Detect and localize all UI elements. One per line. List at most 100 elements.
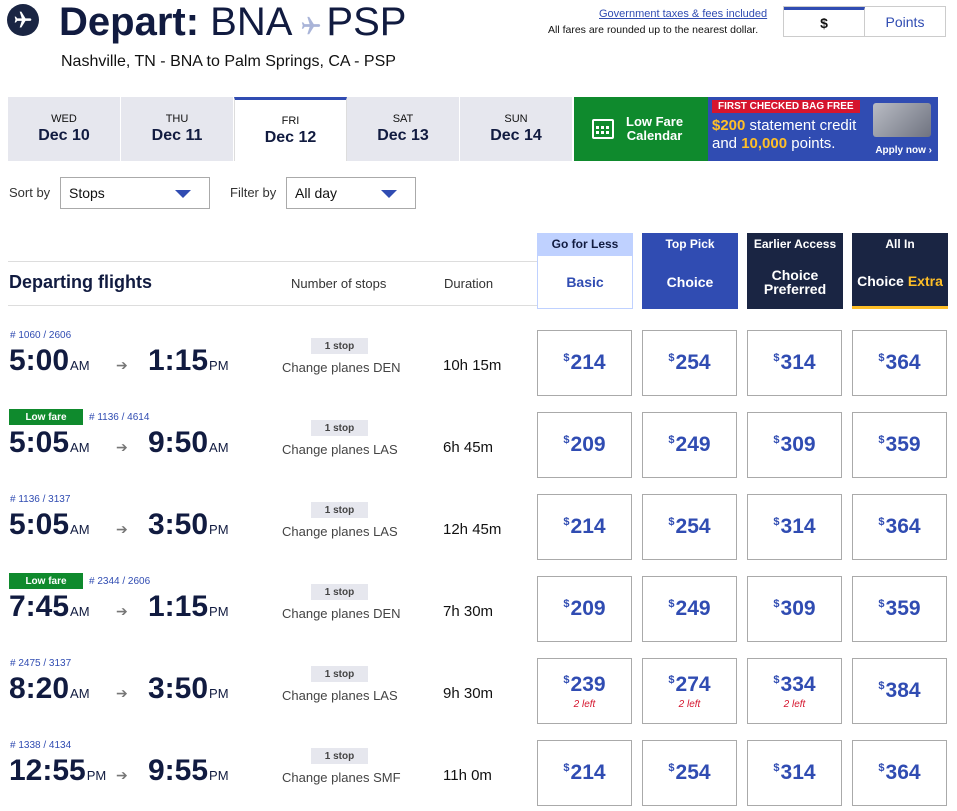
credit-card-promo-banner[interactable]: FIRST CHECKED BAG FREE $200 statement cr…	[708, 97, 938, 161]
fare-price-button[interactable]: $314	[747, 330, 842, 396]
flight-duration: 12h 45m	[443, 521, 502, 538]
fare-price-button[interactable]: $214	[537, 740, 632, 806]
stops-badge[interactable]: 1 stop	[311, 502, 368, 518]
fares-note: All fares are rounded up to the nearest …	[548, 24, 759, 36]
stops-badge[interactable]: 1 stop	[311, 748, 368, 764]
fare-price-button[interactable]: $314	[747, 494, 842, 560]
fare-price-button[interactable]: $214	[537, 330, 632, 396]
low-fare-calendar-button[interactable]: Low Fare Calendar	[574, 97, 708, 161]
taxes-fees-link[interactable]: Government taxes & fees included	[599, 8, 768, 20]
date-tab-fri[interactable]: FRI Dec 12	[234, 97, 347, 161]
chevron-down-icon	[175, 190, 191, 198]
date-tab-dow: SUN	[504, 113, 528, 125]
fare-price-button[interactable]: $274 2 left	[642, 658, 737, 724]
fare-price: $364	[878, 515, 921, 538]
fare-price: $334	[773, 672, 816, 696]
stops-badge[interactable]: 1 stop	[311, 338, 368, 354]
flight-number-link[interactable]: # 2344 / 2606	[89, 576, 151, 587]
fare-price-button[interactable]: $364	[852, 740, 947, 806]
fare-price-button[interactable]: $364	[852, 330, 947, 396]
flight-number-link[interactable]: # 1136 / 3137	[10, 494, 71, 505]
fare-price-button[interactable]: $384	[852, 658, 947, 724]
flight-row: # 1060 / 2606 5:00AM ➔ 1:15PM 1 stop Change p…	[0, 322, 957, 404]
fare-price: $364	[878, 761, 921, 784]
fare-price-button[interactable]: $334 2 left	[747, 658, 842, 724]
flight-number-link[interactable]: # 1338 / 4134	[10, 740, 72, 751]
fare-price-button[interactable]: $359	[852, 412, 947, 478]
flight-duration: 9h 30m	[443, 685, 494, 702]
date-tab-day: Dec 11	[151, 127, 203, 144]
arrival-time: 1:15PM	[148, 344, 229, 377]
fare-header-choice: Top Pick Choice	[642, 233, 738, 309]
flight-duration: 6h 45m	[443, 439, 494, 456]
stops-column-header: Number of stops	[291, 276, 387, 291]
fare-price-button[interactable]: $209	[537, 576, 632, 642]
fare-price: $314	[773, 351, 816, 374]
low-fare-badge: Low fare	[9, 573, 83, 589]
flight-number-link[interactable]: # 1136 / 4614	[89, 412, 150, 423]
date-tab-wed[interactable]: WED Dec 10	[8, 97, 121, 161]
filter-select[interactable]: All day	[286, 177, 416, 209]
sort-select[interactable]: Stops	[60, 177, 210, 209]
departure-time: 5:00AM	[9, 344, 90, 377]
flight-number-link[interactable]: # 2475 / 3137	[10, 658, 72, 669]
fare-price: $274	[668, 672, 711, 696]
page-title: Depart: BNA PSP	[59, 0, 406, 49]
fare-price-button[interactable]: $239 2 left	[537, 658, 632, 724]
fare-price: $309	[773, 597, 816, 620]
fare-price-button[interactable]: $309	[747, 576, 842, 642]
origin-code: BNA	[210, 0, 293, 44]
change-planes-text: Change planes LAS	[282, 442, 398, 457]
fare-price-button[interactable]: $364	[852, 494, 947, 560]
flight-row: Low fare # 2344 / 2606 7:45AM ➔ 1:15PM 1 stop…	[0, 568, 957, 650]
fare-price-button[interactable]: $309	[747, 412, 842, 478]
arrow-right-icon: ➔	[116, 767, 128, 783]
chevron-down-icon	[381, 190, 397, 198]
fare-price-button[interactable]: $214	[537, 494, 632, 560]
fare-price-button[interactable]: $249	[642, 576, 737, 642]
promo-line2: and 10,000 points.	[712, 135, 836, 152]
flight-number-link[interactable]: # 1060 / 2606	[10, 330, 72, 341]
date-tabs: WED Dec 10 THU Dec 11 FRI Dec 12 SAT Dec 13 SUN D…	[8, 97, 573, 161]
low-fare-badge: Low fare	[9, 409, 83, 425]
fare-price: $364	[878, 351, 921, 374]
stops-badge[interactable]: 1 stop	[311, 584, 368, 600]
departure-time: 5:05AM	[9, 426, 90, 459]
fare-price-button[interactable]: $359	[852, 576, 947, 642]
date-tab-day: Dec 14	[490, 127, 542, 144]
plane-icon	[7, 4, 39, 36]
seats-left-note: 2 left	[783, 698, 806, 710]
stops-badge[interactable]: 1 stop	[311, 420, 368, 436]
currency-toggle: $ Points	[783, 6, 946, 37]
stops-badge[interactable]: 1 stop	[311, 666, 368, 682]
fare-price: $359	[878, 433, 921, 456]
date-tab-dow: THU	[165, 113, 189, 125]
departure-time: 12:55PM	[9, 754, 107, 787]
flight-duration: 11h 0m	[443, 767, 492, 784]
fare-price-button[interactable]: $254	[642, 330, 737, 396]
date-tab-sun[interactable]: SUN Dec 14	[460, 97, 573, 161]
date-tab-thu[interactable]: THU Dec 11	[121, 97, 234, 161]
promo-tag: FIRST CHECKED BAG FREE	[712, 100, 860, 113]
points-toggle[interactable]: Points	[885, 13, 925, 30]
departure-time: 8:20AM	[9, 672, 90, 705]
fare-price: $314	[773, 761, 816, 784]
fare-price-button[interactable]: $249	[642, 412, 737, 478]
fare-price: $254	[668, 761, 711, 784]
fare-price: $209	[563, 597, 606, 620]
fare-header-choice-preferred: Earlier Access Choice Preferred	[747, 233, 843, 309]
fare-price: $309	[773, 433, 816, 456]
apply-now-link[interactable]: Apply now ›	[875, 145, 932, 156]
fare-price-button[interactable]: $254	[642, 740, 737, 806]
filter-label: Filter by	[230, 185, 277, 200]
fare-price-button[interactable]: $254	[642, 494, 737, 560]
fare-price-button[interactable]: $314	[747, 740, 842, 806]
date-tab-sat[interactable]: SAT Dec 13	[347, 97, 460, 161]
arrow-right-icon: ➔	[116, 685, 128, 701]
change-planes-text: Change planes SMF	[282, 770, 401, 785]
date-tab-day: Dec 12	[264, 128, 317, 146]
fare-price-button[interactable]: $209	[537, 412, 632, 478]
change-planes-text: Change planes LAS	[282, 688, 398, 703]
dollars-toggle[interactable]: $	[784, 7, 865, 36]
arrival-time: 9:55PM	[148, 754, 229, 787]
